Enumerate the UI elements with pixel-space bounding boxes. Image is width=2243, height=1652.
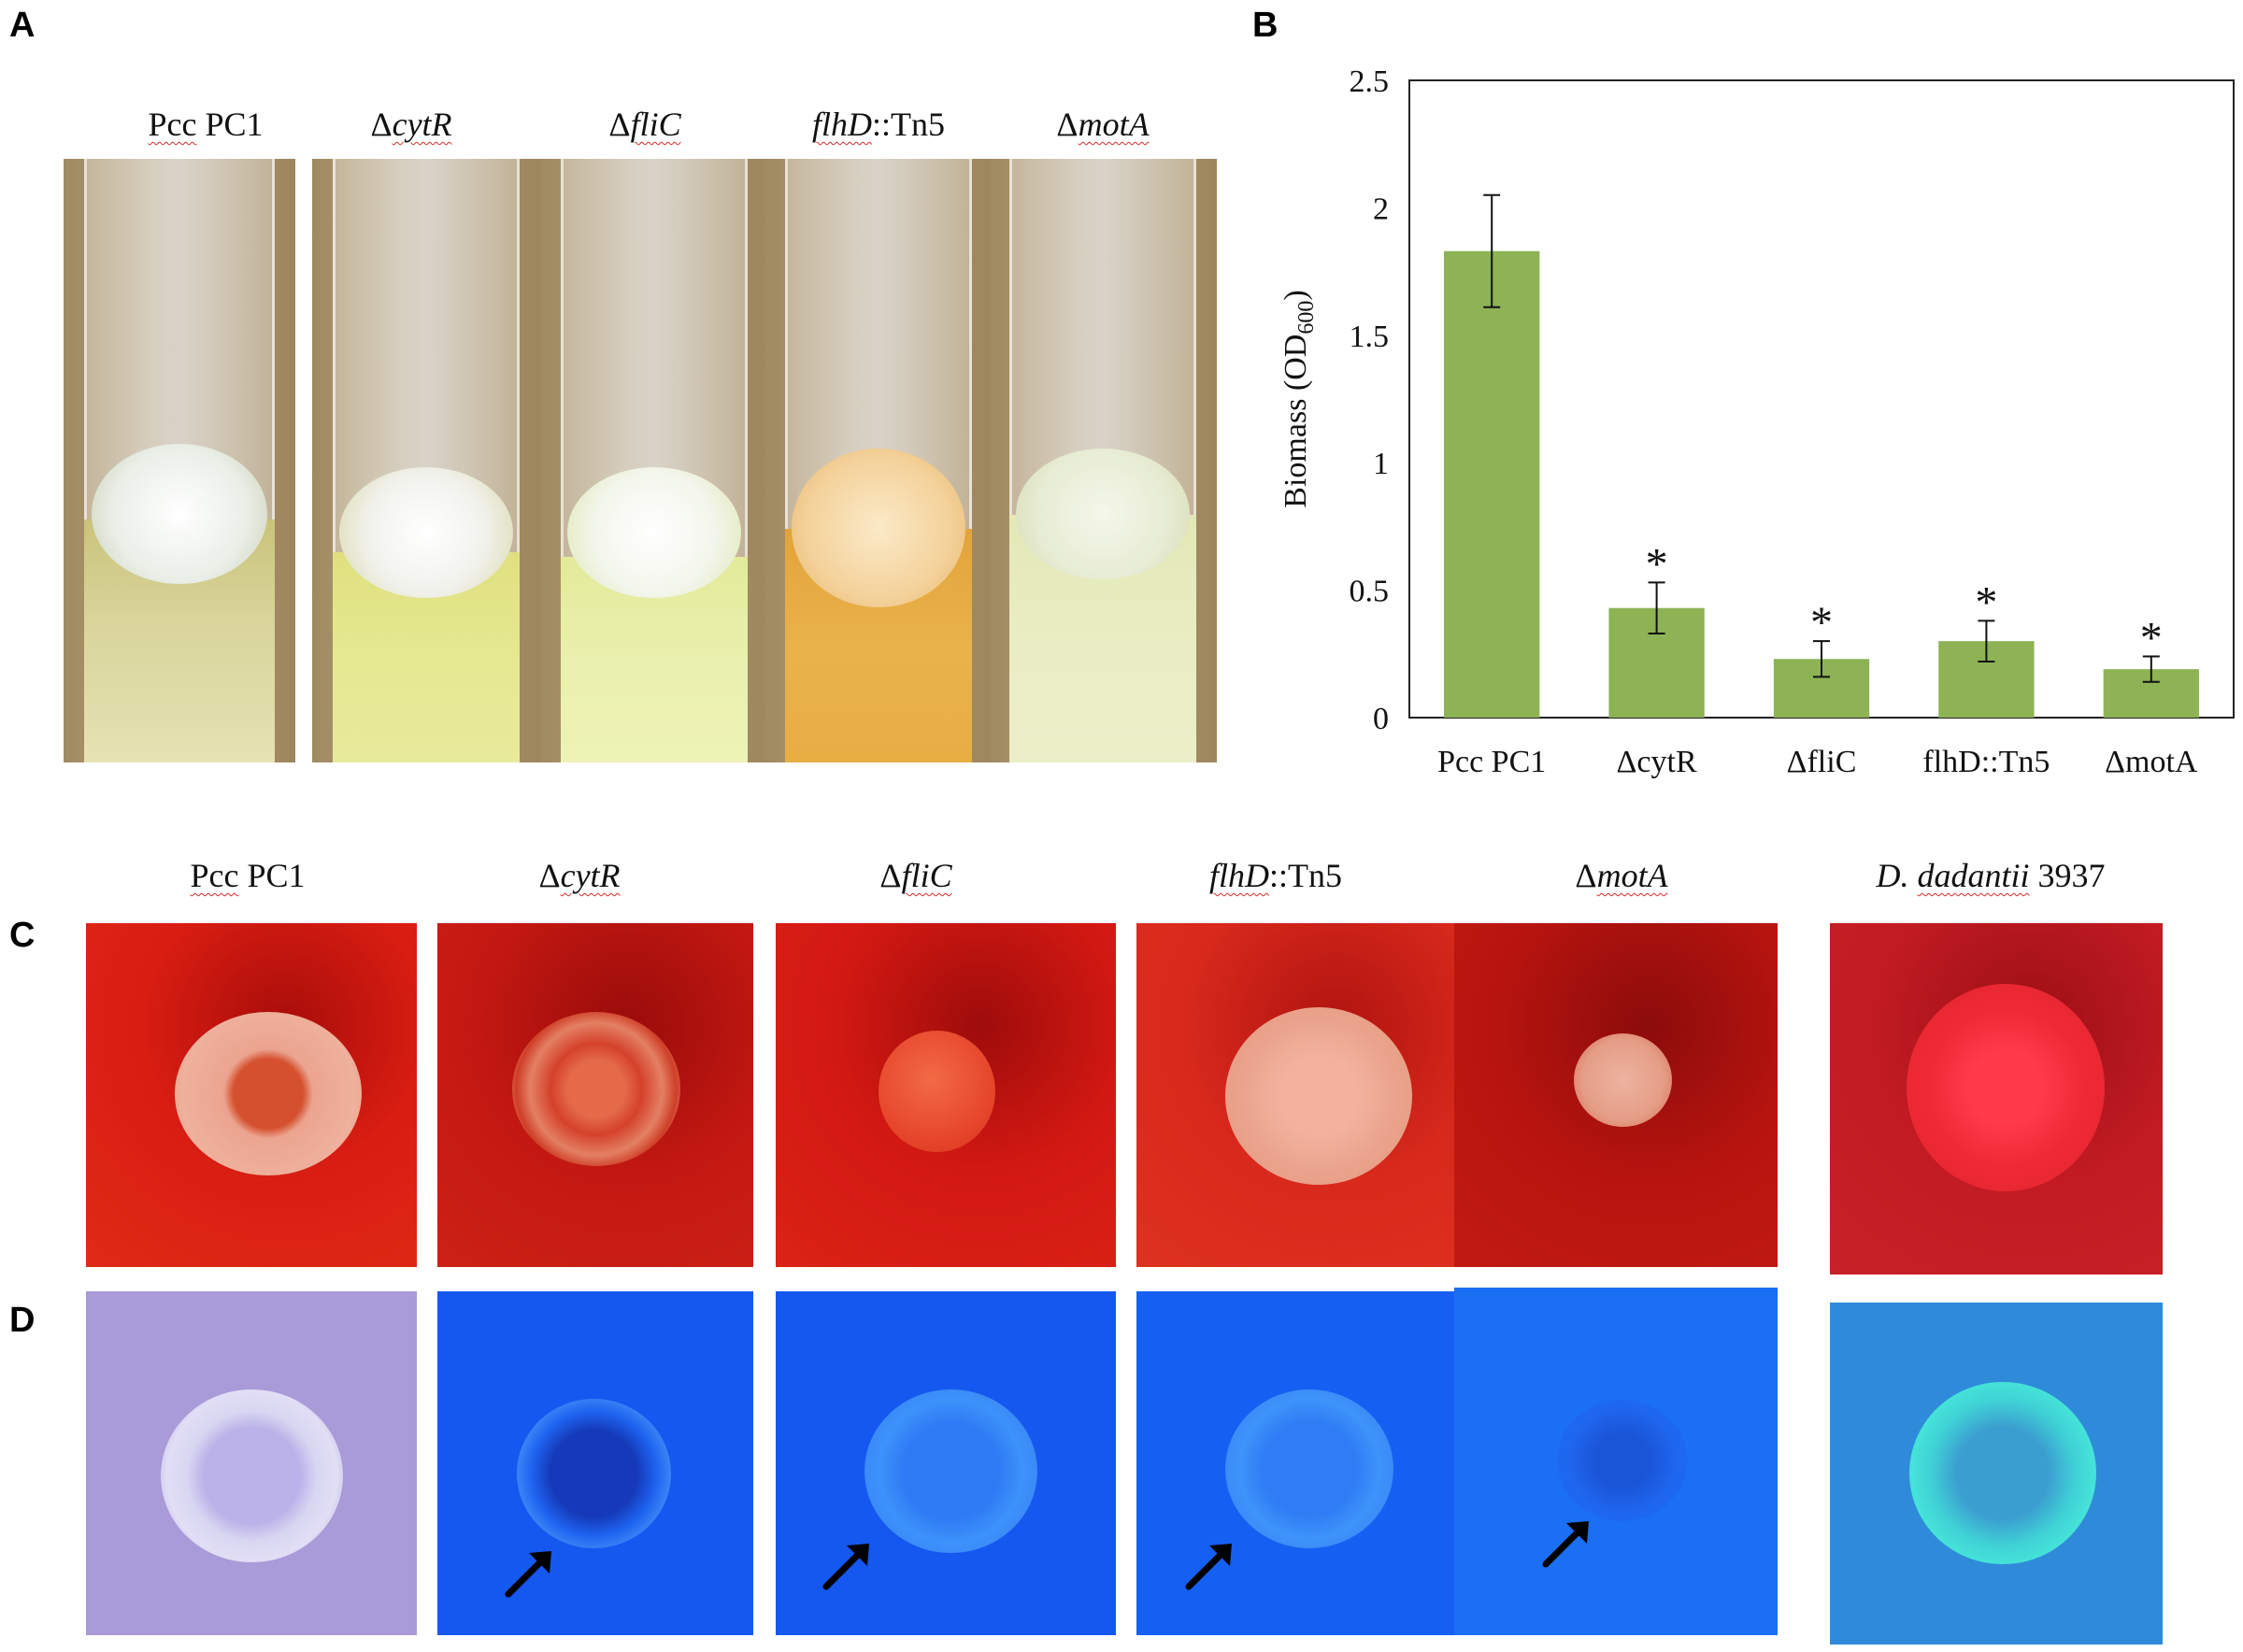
congo-red-plate-dadantii <box>1830 923 2163 1275</box>
congo-red-plate-pcc <box>86 923 417 1267</box>
tube-label-cytr: ΔcytR <box>370 106 452 143</box>
congo-red-plate-mota <box>1454 923 1778 1267</box>
biomass-bar-chart: * * * * 0 0.5 1 1.5 2 2.5 Pcc PC1 ΔcytR ΔfliC flhD:… <box>1279 64 2235 779</box>
x-tick-label: ΔmotA <box>2105 745 2198 779</box>
calcofluor-plate-flic <box>776 1291 1116 1635</box>
panel-letter-c: C <box>9 916 36 955</box>
congo-red-plate-cytr <box>437 923 753 1267</box>
y-axis-label: Biomass (OD600) <box>1279 290 1319 507</box>
panel-letter-b: B <box>1252 6 1279 45</box>
congo-red-plate-flic <box>776 923 1116 1267</box>
y-tick-label: 2 <box>1373 192 1389 226</box>
x-tick-label: ΔcytR <box>1617 745 1697 779</box>
bar <box>1444 250 1540 718</box>
significance-label: * <box>1810 598 1833 648</box>
arrow-icon-mota <box>1542 1521 1589 1568</box>
significance-label: * <box>2140 614 2163 663</box>
y-tick-label: 1 <box>1373 447 1389 481</box>
error-bar <box>1483 193 1501 308</box>
arrow-icon-flhd <box>1185 1544 1232 1590</box>
plate-label-flhd: flhD::Tn5 <box>1208 857 1342 894</box>
plate-label-mota: ΔmotA <box>1575 857 1668 894</box>
arrow-icon-cytr <box>505 1551 551 1598</box>
calcofluor-plate-cytr <box>437 1291 753 1635</box>
tube-photo-flhd <box>764 159 993 762</box>
significance-label: * <box>1646 539 1668 589</box>
calcofluor-plate-flhd <box>1136 1291 1469 1635</box>
error-bar <box>1813 640 1830 678</box>
tube-label-flhd: flhD::Tn5 <box>811 106 945 143</box>
plate-label-pcc: Pcc PC1 <box>190 857 306 894</box>
plate-label-flic: ΔfliC <box>879 857 952 894</box>
tube-photo-mota <box>989 159 1217 762</box>
arrow-icon-flic <box>822 1544 869 1590</box>
tube-label-mota: ΔmotA <box>1056 106 1150 143</box>
plate-label-cytr: ΔcytR <box>538 857 621 894</box>
congo-red-plate-flhd <box>1136 923 1469 1267</box>
tube-photo-flic <box>540 159 768 762</box>
x-tick-label: flhD::Tn5 <box>1922 745 2050 779</box>
panel-letter-a: A <box>9 6 36 45</box>
error-bar <box>2142 655 2160 683</box>
calcofluor-plate-mota <box>1454 1288 1778 1635</box>
panel-letter-d: D <box>9 1301 36 1340</box>
significance-label: * <box>1975 577 1997 627</box>
plate-label-dadantii: D. dadantii 3937 <box>1876 857 2106 894</box>
error-bar <box>1978 620 1995 662</box>
y-tick-label: 0 <box>1373 702 1389 736</box>
x-tick-label: ΔfliC <box>1787 745 1857 779</box>
tube-photo-pcc <box>64 159 295 762</box>
tube-label-pcc: Pcc PC1 <box>148 106 264 143</box>
y-tick-label: 1.5 <box>1350 320 1390 354</box>
x-tick-label: Pcc PC1 <box>1437 745 1546 779</box>
error-bar <box>1648 581 1665 634</box>
tube-label-flic: ΔfliC <box>608 106 681 143</box>
calcofluor-plate-dadantii <box>1830 1303 2163 1645</box>
tube-photo-cytr <box>312 159 540 762</box>
y-tick-label: 0.5 <box>1350 575 1390 609</box>
y-tick-label: 2.5 <box>1350 64 1390 99</box>
calcofluor-plate-pcc <box>86 1291 417 1635</box>
